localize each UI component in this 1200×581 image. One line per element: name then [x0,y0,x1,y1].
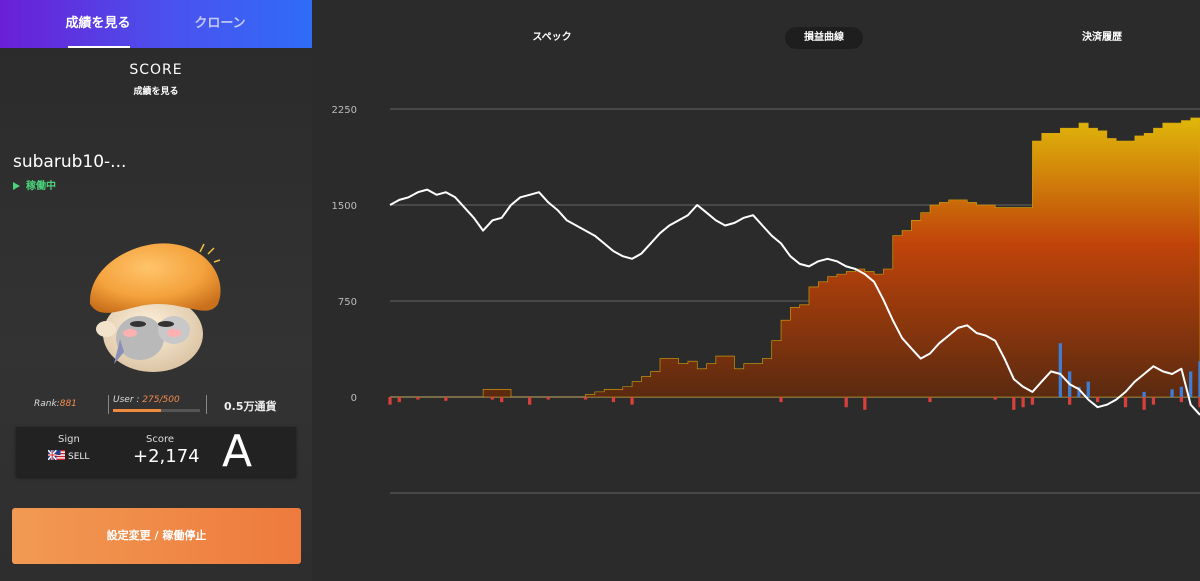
user-value: 275/500 [142,395,180,405]
score-label: Score [146,434,175,445]
loss-bar [779,397,783,403]
play-icon [13,182,20,190]
grade: A [222,426,253,477]
y-axis-ticks: 2250 1500 750 0 [332,105,357,404]
rank: Rank:881 [34,399,77,409]
loss-bar [611,397,616,403]
gain-bar [1077,386,1081,397]
gain-bar [1198,361,1200,397]
loss-bar [844,397,848,408]
tab-pl-curve[interactable]: 損益曲線 [785,27,863,49]
gain-bar [1058,343,1062,397]
gain-bar [1189,371,1193,397]
loss-bar [1123,397,1128,408]
top-tabs: 成績を見る クローン [0,0,312,48]
loss-bar [500,397,504,403]
right-panel: スペック 損益曲線 決済履歴 2250 1500 750 0 [312,0,1200,581]
sign-text: SELL [68,452,90,462]
gain-bar [1086,381,1090,397]
score-subtitle: 成績を見る [133,87,179,97]
sign-value: SELL [48,450,89,462]
y-tick-label: 0 [351,393,357,404]
divider [206,395,207,414]
gb-us-flag-icon [48,450,65,460]
y-tick-label: 1500 [332,201,357,212]
loss-bar [528,397,532,405]
status-text: 稼働中 [26,181,56,192]
gain-bar [1179,386,1184,397]
price-line [389,188,1200,416]
tab-history[interactable]: 決済履歴 [1082,32,1122,43]
stats-row: Rank:881 User : 275/500 0.5万通貨 [16,395,298,415]
rank-label: Rank: [34,399,60,409]
loss-bar [444,397,448,401]
score-card: Sign SELL Score +2,174 A [16,427,296,477]
pl-chart: 2250 1500 750 0 [332,105,1200,494]
loss-bar [1151,397,1156,405]
settings-stop-button[interactable]: 設定変更 / 稼働停止 [12,508,301,564]
gain-bar [1170,389,1174,397]
user-progress-bar [113,409,200,412]
loss-bar [928,397,932,403]
loss-bar [1198,397,1200,408]
loss-bar [397,397,401,403]
score-value: +2,174 [133,446,200,467]
loss-bar [863,397,867,410]
loss-bar [490,397,495,400]
loss-bar [583,397,588,400]
bot-status: 稼働中 [13,177,56,192]
loss-bar [1179,397,1184,403]
mushroom-character-icon [89,243,221,372]
loss-bar [1095,397,1100,403]
loss-bar [388,397,392,405]
user-progress-fill [113,409,161,412]
tab-results[interactable]: 成績を見る [65,16,131,31]
score-title: SCORE [129,62,183,78]
loss-bar [1012,397,1016,410]
loss-bar [1068,397,1072,405]
loss-bar [630,397,634,405]
sign-label: Sign [58,434,80,445]
loss-bar [1142,397,1146,410]
gain-bar [1142,391,1146,397]
profit-area-series [390,117,1200,398]
user-count: User : 275/500 [113,395,180,405]
tab-spec[interactable]: スペック [532,32,572,43]
currency-amount: 0.5万通貨 [224,400,277,413]
left-panel: 成績を見る クローン SCORE 成績を見る subarub10-... 稼働中 [0,0,312,581]
loss-bar [546,397,550,400]
y-tick-label: 750 [338,297,357,308]
loss-bar [1021,397,1025,408]
loss-bar [993,397,997,400]
divider [108,395,109,414]
profit-area [390,117,1200,398]
price-line-series [389,188,1200,416]
loss-bar [1030,397,1035,405]
rank-value: 881 [59,399,77,409]
tab-clone[interactable]: クローン [194,16,246,31]
bot-name: subarub10-... [13,152,127,172]
loss-bar [416,397,420,400]
user-label: User : [113,395,143,405]
y-tick-label: 2250 [332,105,357,116]
active-tab-underline [68,46,130,48]
